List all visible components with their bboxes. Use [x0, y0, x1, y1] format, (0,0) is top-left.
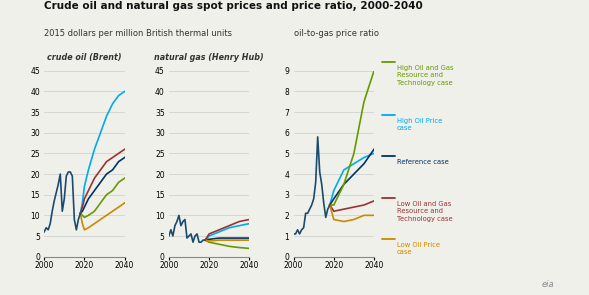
Text: eia: eia: [542, 280, 554, 289]
Text: Reference case: Reference case: [397, 159, 449, 165]
Text: Crude oil and natural gas spot prices and price ratio, 2000-2040: Crude oil and natural gas spot prices an…: [44, 1, 423, 12]
Text: Low Oil and Gas
Resource and
Technology case: Low Oil and Gas Resource and Technology …: [397, 201, 452, 222]
Text: natural gas (Henry Hub): natural gas (Henry Hub): [154, 53, 264, 62]
Text: High Oil Price
case: High Oil Price case: [397, 118, 442, 132]
Text: oil-to-gas price ratio: oil-to-gas price ratio: [293, 30, 379, 39]
Text: High Oil and Gas
Resource and
Technology case: High Oil and Gas Resource and Technology…: [397, 65, 454, 86]
Text: Low Oil Price
case: Low Oil Price case: [397, 242, 440, 255]
Text: 2015 dollars per million British thermal units: 2015 dollars per million British thermal…: [44, 30, 232, 39]
Text: crude oil (Brent): crude oil (Brent): [47, 53, 122, 62]
